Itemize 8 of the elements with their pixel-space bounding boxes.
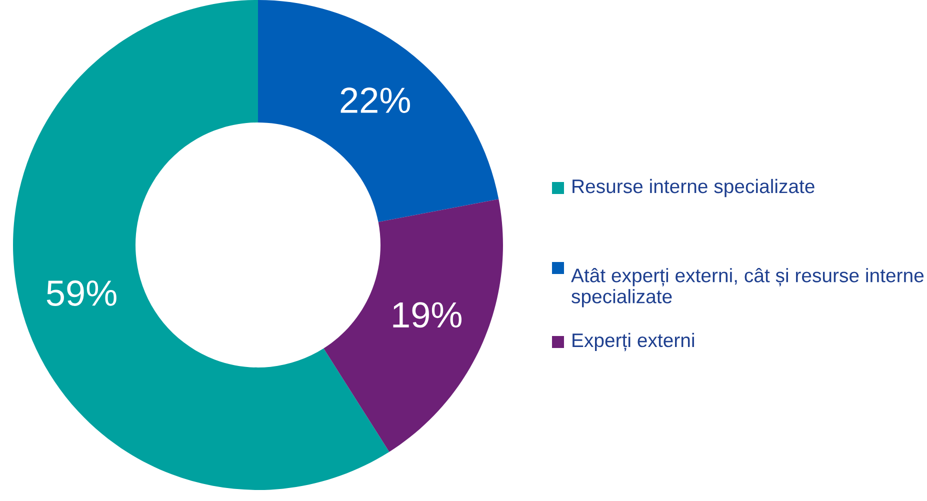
legend-label: Resurse interne specializate — [572, 178, 814, 198]
donut-slice — [324, 199, 503, 452]
data-label: 19% — [393, 302, 462, 328]
data-label: 59% — [46, 280, 116, 306]
legend-label: Experți externi — [572, 332, 694, 352]
data-label: 22% — [340, 88, 410, 113]
legend-label: Atât experți externi, cât și resurse interne specializate — [571, 268, 924, 308]
donut-slice — [258, 0, 499, 222]
